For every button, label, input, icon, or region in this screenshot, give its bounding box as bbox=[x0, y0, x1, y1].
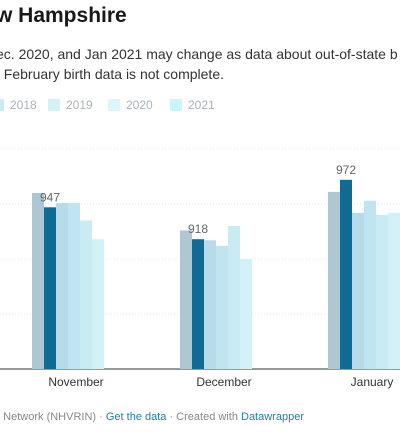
bar-december-1 bbox=[192, 239, 204, 369]
bar-december-3 bbox=[216, 245, 228, 369]
legend-item-2021: 2021 bbox=[170, 98, 215, 112]
legend-item-2018: 2018 bbox=[0, 98, 37, 112]
bar-january-1 bbox=[340, 179, 352, 369]
data-label-november: 947 bbox=[40, 190, 60, 204]
bar-november-5 bbox=[92, 239, 104, 369]
legend-label: 2020 bbox=[126, 98, 153, 112]
get-the-data-link[interactable]: Get the data bbox=[105, 411, 167, 423]
subtitle-line-2: . February birth data is not complete. bbox=[0, 66, 224, 82]
bar-november-2 bbox=[56, 202, 68, 369]
bar-november-4 bbox=[80, 220, 92, 369]
chart-footer: n Network (NHVRIN) · Get the data · Crea… bbox=[0, 411, 304, 423]
x-tick-label-november: November bbox=[48, 375, 103, 389]
legend-label: 2019 bbox=[66, 98, 93, 112]
x-tick-label-december: December bbox=[196, 375, 251, 389]
bar-january-4 bbox=[376, 215, 388, 369]
bar-january-5 bbox=[388, 212, 400, 369]
legend-swatch bbox=[48, 99, 60, 111]
bar-december-0 bbox=[180, 230, 192, 369]
bar-december-2 bbox=[204, 240, 216, 369]
footer-created-with: · Created with bbox=[166, 411, 241, 423]
footer-separator: · bbox=[96, 411, 106, 423]
bar-chart: November December January 947 918 972 bbox=[0, 148, 400, 389]
data-label-december: 918 bbox=[188, 222, 208, 236]
chart-subtitle: ec. 2020, and Jan 2021 may change as dat… bbox=[0, 44, 400, 84]
legend-label: 2018 bbox=[10, 98, 37, 112]
bar-january-2 bbox=[352, 212, 364, 369]
x-tick-label-january: January bbox=[351, 375, 394, 389]
subtitle-line-1: ec. 2020, and Jan 2021 may change as dat… bbox=[0, 46, 398, 62]
legend-item-2019: 2019 bbox=[48, 98, 93, 112]
data-label-january: 972 bbox=[336, 163, 356, 177]
bar-november-3 bbox=[68, 202, 80, 369]
legend-swatch bbox=[170, 99, 182, 111]
datawrapper-link[interactable]: Datawrapper bbox=[241, 411, 304, 423]
bar-november-1 bbox=[44, 207, 56, 369]
bar-december-5 bbox=[240, 259, 252, 369]
bar-november-0 bbox=[32, 193, 44, 369]
legend-swatch bbox=[108, 99, 120, 111]
legend-swatch bbox=[0, 99, 4, 111]
footer-source: n Network (NHVRIN) bbox=[0, 411, 97, 423]
bar-january-0 bbox=[328, 191, 340, 369]
bar-january-3 bbox=[364, 200, 376, 369]
bar-december-4 bbox=[228, 226, 240, 369]
legend-item-2020: 2020 bbox=[108, 98, 153, 112]
chart-title: w Hampshire bbox=[0, 4, 127, 27]
legend-label: 2021 bbox=[188, 98, 215, 112]
